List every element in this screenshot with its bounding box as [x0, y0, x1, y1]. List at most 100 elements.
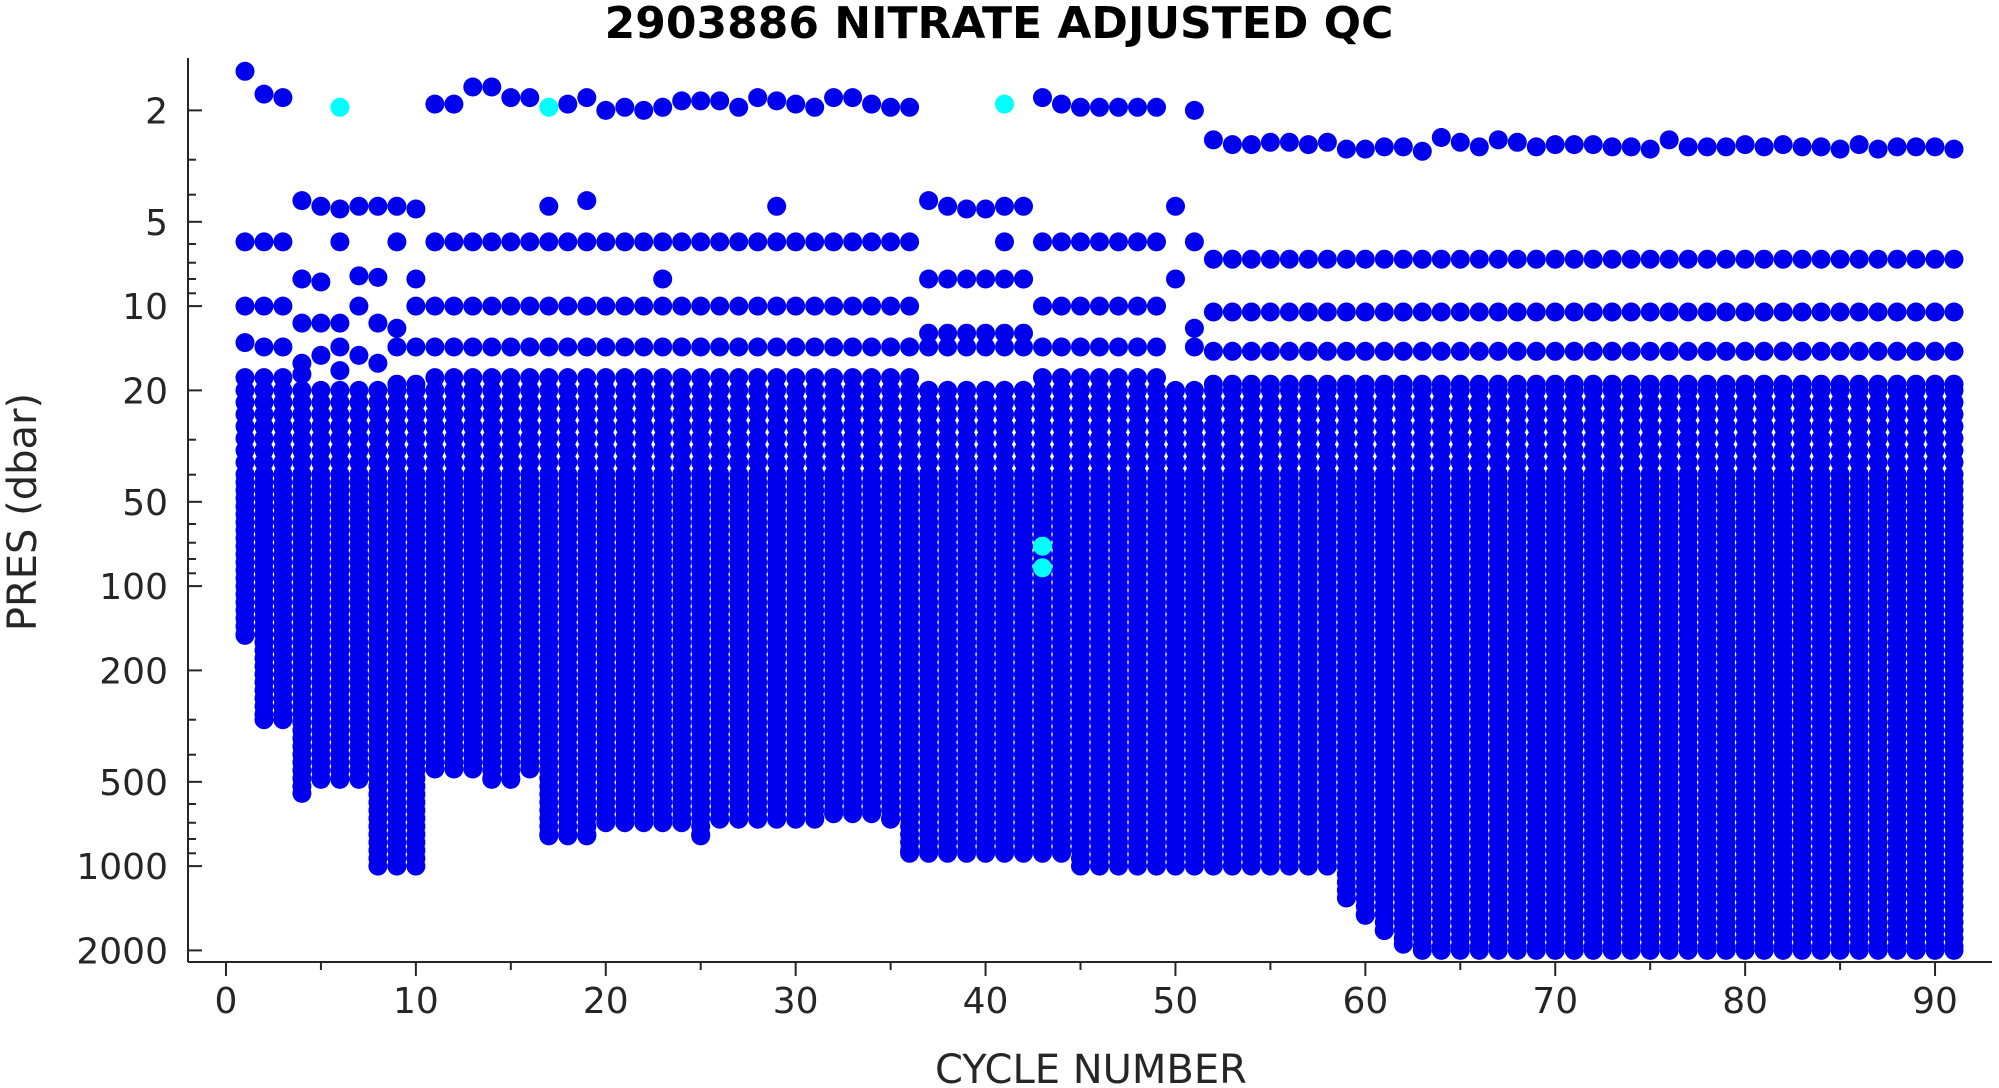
data-point: [1317, 856, 1337, 876]
data-point: [1621, 249, 1641, 269]
data-point: [938, 323, 958, 343]
data-point: [1166, 856, 1185, 876]
data-point: [254, 337, 274, 357]
data-point: [1697, 302, 1717, 322]
data-point: [653, 232, 673, 252]
data-point: [786, 296, 806, 316]
data-point: [748, 296, 768, 316]
data-point: [330, 232, 350, 252]
data-point: [729, 337, 749, 357]
data-point: [1298, 249, 1318, 269]
data-point: [1109, 337, 1128, 357]
data-point: [1090, 856, 1109, 876]
data-point: [1488, 940, 1508, 960]
data-point: [1925, 302, 1945, 322]
data-point: [330, 313, 350, 333]
data-point: [1052, 843, 1071, 863]
data-point: [1033, 337, 1052, 357]
data-point: [1735, 135, 1755, 155]
data-point: [1716, 302, 1736, 322]
data-point: [558, 296, 578, 316]
data-point: [1090, 232, 1109, 252]
data-point: [1450, 940, 1470, 960]
data-point: [368, 196, 388, 216]
data-point: [1431, 341, 1451, 361]
data-point: [824, 232, 844, 252]
data-point: [273, 710, 293, 730]
data-point: [1431, 128, 1451, 147]
data-point: [1090, 296, 1109, 316]
data-point: [957, 269, 977, 289]
data-point: [1659, 130, 1679, 150]
data-point: [1374, 341, 1394, 361]
data-point: [273, 232, 293, 252]
data-point: [520, 337, 540, 357]
data-point: [1735, 249, 1755, 269]
data-point: [653, 269, 673, 289]
data-point: [1393, 137, 1413, 157]
data-point: [292, 269, 312, 289]
data-point: [311, 769, 331, 789]
data-point: [501, 88, 521, 108]
data-point: [444, 337, 464, 357]
data-point: [1773, 135, 1793, 155]
data-point: [387, 232, 407, 252]
data-point: [520, 232, 540, 252]
data-point: [1716, 249, 1736, 269]
data-point: [1944, 341, 1964, 361]
data-point: [976, 199, 996, 219]
data-point: [1602, 940, 1622, 960]
data-point: [1374, 302, 1394, 322]
data-point: [1222, 341, 1242, 361]
data-point: [1014, 269, 1033, 289]
data-point: [1792, 302, 1812, 322]
data-point: [1203, 341, 1223, 361]
data-point: [1602, 249, 1622, 269]
data-point: [1469, 249, 1489, 269]
data-point: [577, 296, 597, 316]
data-point: [1450, 302, 1470, 322]
data-point: [1203, 302, 1223, 322]
data-point: [957, 337, 977, 357]
data-point: [539, 196, 559, 216]
data-point: [425, 94, 445, 114]
data-point: [1792, 249, 1812, 269]
data-point: [406, 337, 426, 357]
data-point: [767, 296, 787, 316]
data-point: [1166, 196, 1185, 216]
data-point: [957, 323, 977, 343]
data-point: [235, 61, 255, 81]
data-point: [596, 337, 616, 357]
data-point: [1052, 94, 1071, 114]
data-point: [311, 272, 331, 292]
data-point: [1716, 940, 1736, 960]
data-point: [634, 296, 654, 316]
data-point: [729, 232, 749, 252]
data-point: [1184, 856, 1204, 876]
data-point: [406, 269, 426, 289]
data-point: [862, 232, 882, 252]
data-point: [1469, 302, 1489, 322]
data-point: [596, 232, 616, 252]
data-point: [425, 296, 445, 316]
data-point: [520, 296, 540, 316]
data-point: [1109, 856, 1128, 876]
data-point: [1431, 249, 1451, 269]
data-point: [311, 345, 331, 365]
data-point: [1659, 341, 1679, 361]
data-point: [1450, 341, 1470, 361]
data-point: [1925, 137, 1945, 157]
data-point: [1222, 135, 1242, 155]
data-point: [1697, 137, 1717, 157]
data-point: [881, 232, 901, 252]
data-point: [672, 296, 692, 316]
data-point: [805, 809, 825, 829]
data-point: [292, 313, 312, 333]
data-point: [596, 100, 616, 120]
data-point: [558, 826, 578, 846]
data-point: [900, 97, 920, 117]
data-point: [1545, 940, 1565, 960]
data-point: [577, 826, 597, 846]
data-point: [1488, 302, 1508, 322]
